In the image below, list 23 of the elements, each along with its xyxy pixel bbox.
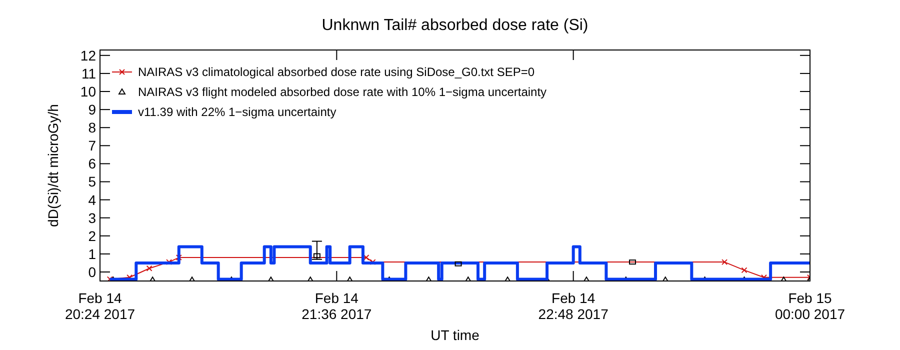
y-axis-title: dD(Si)/dt microGy/h bbox=[45, 104, 61, 227]
y-tick-label: 4 bbox=[88, 192, 96, 208]
y-tick-label: 12 bbox=[80, 47, 96, 64]
y-tick-label: 0 bbox=[88, 264, 96, 280]
y-tick-label: 2 bbox=[88, 228, 96, 244]
y-tick-label: 11 bbox=[81, 65, 96, 82]
y-tick-label: 5 bbox=[88, 174, 96, 190]
y-tick-label: 8 bbox=[88, 120, 96, 136]
legend-label: NAIRAS v3 flight modeled absorbed dose rate with 10% 1−sigma uncertainty bbox=[138, 85, 547, 99]
y-tick-label: 9 bbox=[88, 102, 96, 118]
x-tick-label: Feb 15 00:00 2017 bbox=[774, 290, 846, 322]
y-tick-label: 7 bbox=[88, 138, 96, 154]
x-tick-label: Feb 14 21:36 2017 bbox=[302, 290, 372, 322]
y-tick-label: 3 bbox=[88, 210, 96, 226]
x-tick-label: Feb 14 20:24 2017 bbox=[64, 290, 136, 322]
y-tick-label: 10 bbox=[80, 84, 96, 100]
legend-label: v11.39 with 22% 1−sigma uncertainty bbox=[138, 105, 336, 119]
x-tick-label: Feb 14 22:48 2017 bbox=[538, 290, 609, 322]
x-axis-title: UT time bbox=[430, 327, 480, 343]
chart-title: Unknwn Tail# absorbed dose rate (Si) bbox=[322, 17, 588, 34]
legend-label: NAIRAS v3 climatological absorbed dose rate using SiDose_G0.txt SEP=0 bbox=[138, 65, 535, 79]
y-tick-label: 6 bbox=[88, 156, 96, 172]
y-tick-label: 1 bbox=[88, 246, 96, 262]
